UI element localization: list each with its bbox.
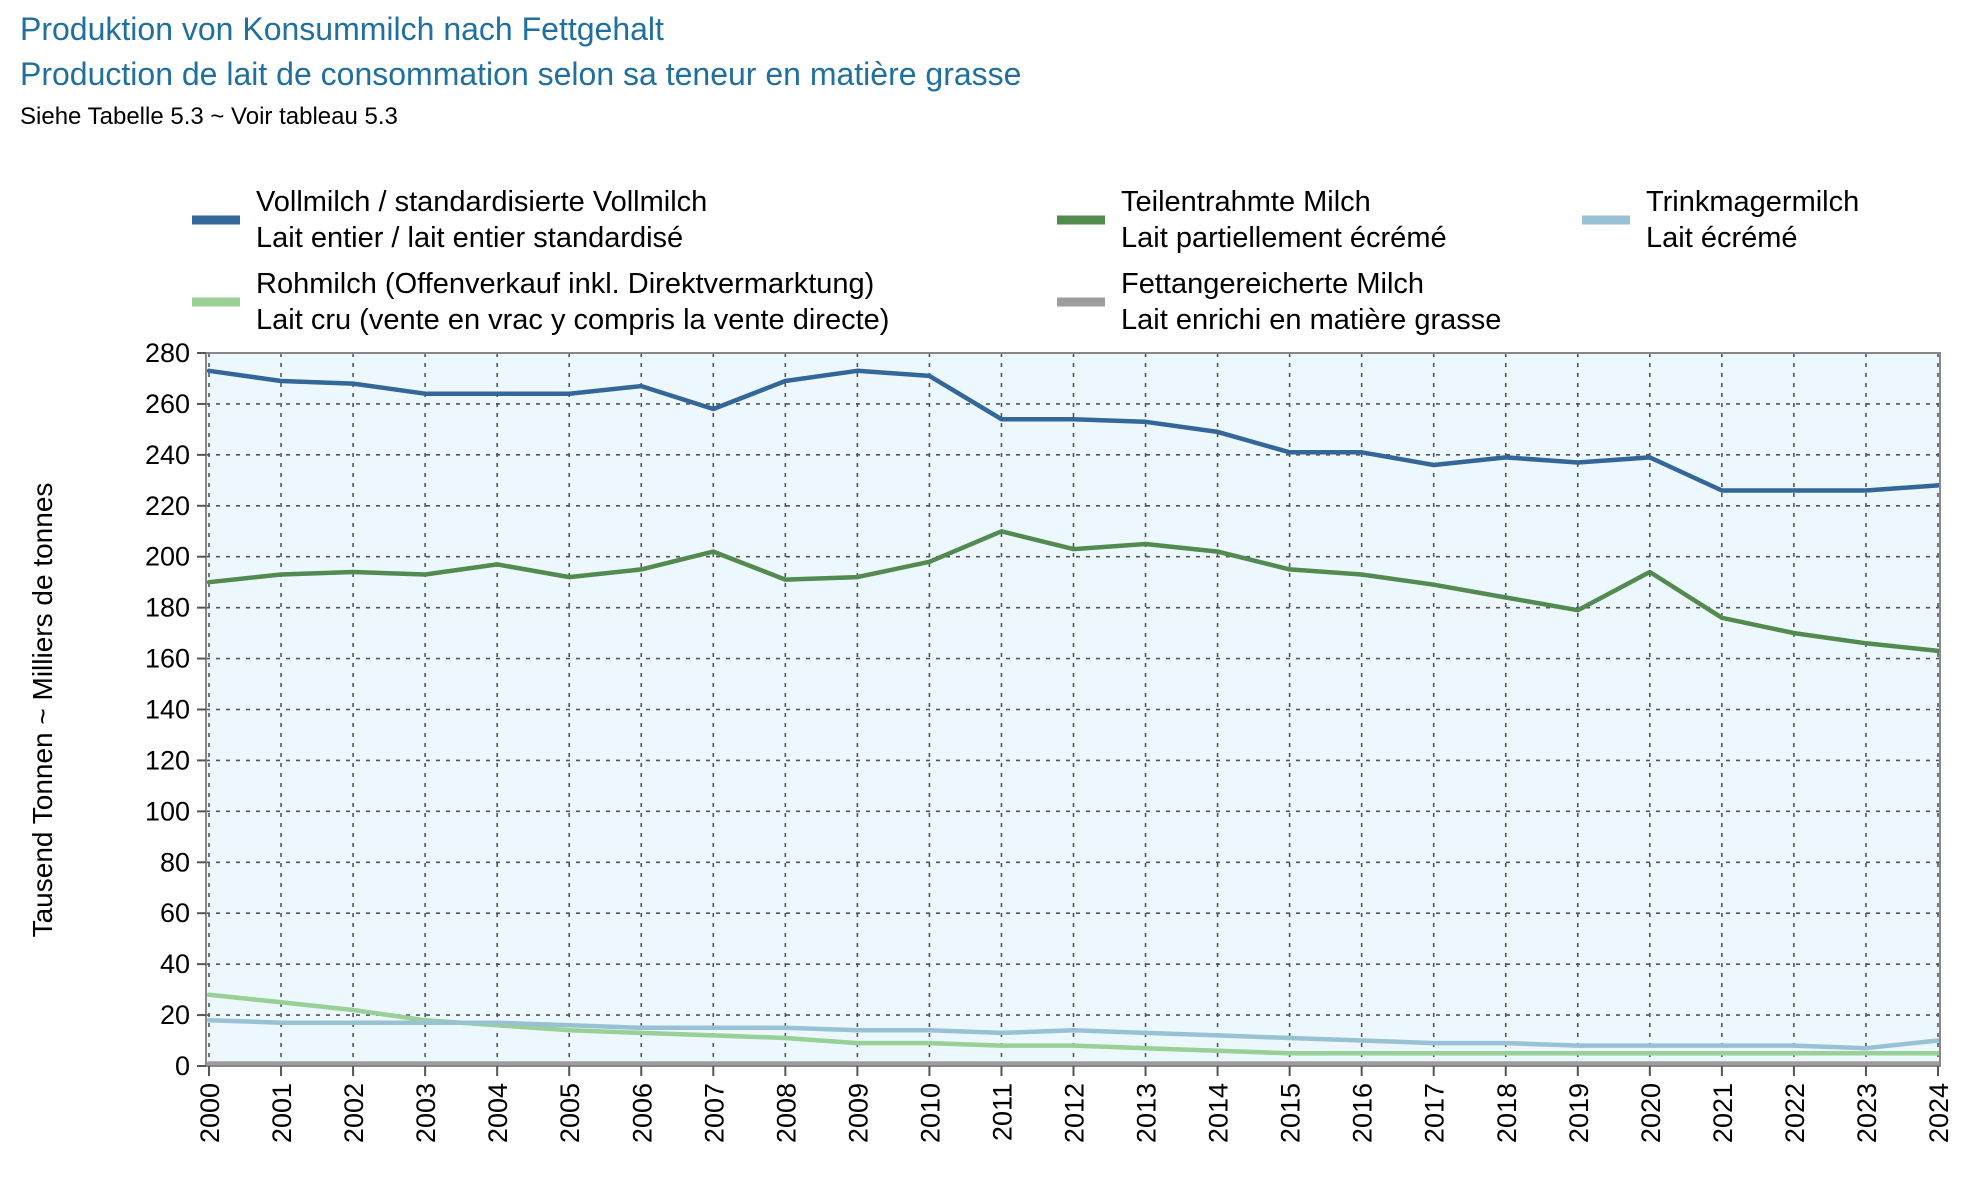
x-tick-label: 2006	[627, 1083, 657, 1143]
y-tick-label: 120	[145, 745, 190, 775]
x-tick-label: 2024	[1924, 1083, 1954, 1143]
legend-label-fr-3: Lait écrémé	[1646, 222, 1798, 254]
series-line-2	[206, 529, 1941, 654]
x-tick-label: 2017	[1420, 1083, 1450, 1143]
series-group	[206, 368, 1941, 1066]
legend: Vollmilch / standardisierte Vollmilch Lai…	[192, 186, 1859, 336]
y-tick-label: 40	[160, 949, 190, 979]
x-tick-label: 2022	[1780, 1083, 1810, 1143]
x-tick-label: 2023	[1852, 1083, 1882, 1143]
x-tick-label: 2015	[1276, 1083, 1306, 1143]
x-tick-label: 2012	[1060, 1083, 1090, 1143]
legend-label-5: Fettangereicherte Milch	[1121, 268, 1424, 300]
y-axis: 0 20 40 60 80 100 120 140 160 180 200 220 240 260 280	[145, 338, 206, 1081]
y-tick-label: 0	[175, 1051, 190, 1081]
x-tick-label: 2007	[699, 1083, 729, 1143]
y-tick-label: 200	[145, 542, 190, 572]
y-tick-label: 220	[145, 491, 190, 521]
legend-label-fr-1: Lait entier / lait entier standardisé	[256, 222, 683, 254]
x-tick-label: 2005	[555, 1083, 585, 1143]
legend-label-1: Vollmilch / standardisierte Vollmilch	[256, 186, 707, 218]
x-axis: 2000 2001 2002 2003 2004 2005 2006 2007 2008 2009…	[195, 1066, 1954, 1143]
series-line-1	[206, 368, 1941, 493]
chart-subtitle: Siehe Tabelle 5.3 ~ Voir tableau 5.3	[20, 103, 398, 130]
legend-label-fr-2: Lait partiellement écrémé	[1121, 222, 1447, 254]
x-tick-label: 2000	[195, 1083, 225, 1143]
y-tick-label: 260	[145, 389, 190, 419]
x-tick-label: 2009	[843, 1083, 873, 1143]
y-tick-label: 160	[145, 644, 190, 674]
legend-label-fr-4: Lait cru (vente en vrac y compris la ven…	[256, 304, 889, 336]
x-tick-label: 2018	[1492, 1083, 1522, 1143]
y-tick-label: 60	[160, 898, 190, 928]
chart-title: Produktion von Konsummilch nach Fettgeha…	[20, 11, 664, 47]
legend-label-3: Trinkmagermilch	[1646, 186, 1859, 218]
y-tick-label: 100	[145, 796, 190, 826]
x-tick-label: 2014	[1204, 1083, 1234, 1143]
x-tick-label: 2008	[771, 1083, 801, 1143]
x-tick-label: 2016	[1348, 1083, 1378, 1143]
series-line-3	[206, 1017, 1941, 1051]
x-tick-label: 2001	[267, 1083, 297, 1143]
x-tick-label: 2003	[411, 1083, 441, 1143]
y-tick-label: 20	[160, 1000, 190, 1030]
y-tick-label: 140	[145, 695, 190, 725]
y-axis-label: Tausend Tonnen ~ Milliers de tonnes	[27, 483, 58, 938]
y-tick-label: 280	[145, 338, 190, 368]
x-tick-label: 2002	[339, 1083, 369, 1143]
x-tick-label: 2019	[1564, 1083, 1594, 1143]
plot-area	[206, 353, 1940, 1066]
legend-label-2: Teilentrahmte Milch	[1121, 186, 1371, 218]
x-tick-label: 2011	[987, 1083, 1017, 1141]
y-tick-label: 180	[145, 593, 190, 623]
x-tick-label: 2013	[1132, 1083, 1162, 1143]
legend-label-fr-5: Lait enrichi en matière grasse	[1121, 304, 1501, 336]
chart-title-fr: Production de lait de consommation selon…	[20, 56, 1021, 92]
series-line-4	[206, 992, 1941, 1056]
x-tick-label: 2010	[915, 1083, 945, 1143]
x-tick-label: 2004	[483, 1083, 513, 1143]
x-tick-label: 2020	[1636, 1083, 1666, 1143]
x-tick-label: 2021	[1708, 1083, 1738, 1143]
y-tick-label: 240	[145, 440, 190, 470]
legend-label-4: Rohmilch (Offenverkauf inkl. Direktverma…	[256, 268, 874, 300]
y-tick-label: 80	[160, 847, 190, 877]
